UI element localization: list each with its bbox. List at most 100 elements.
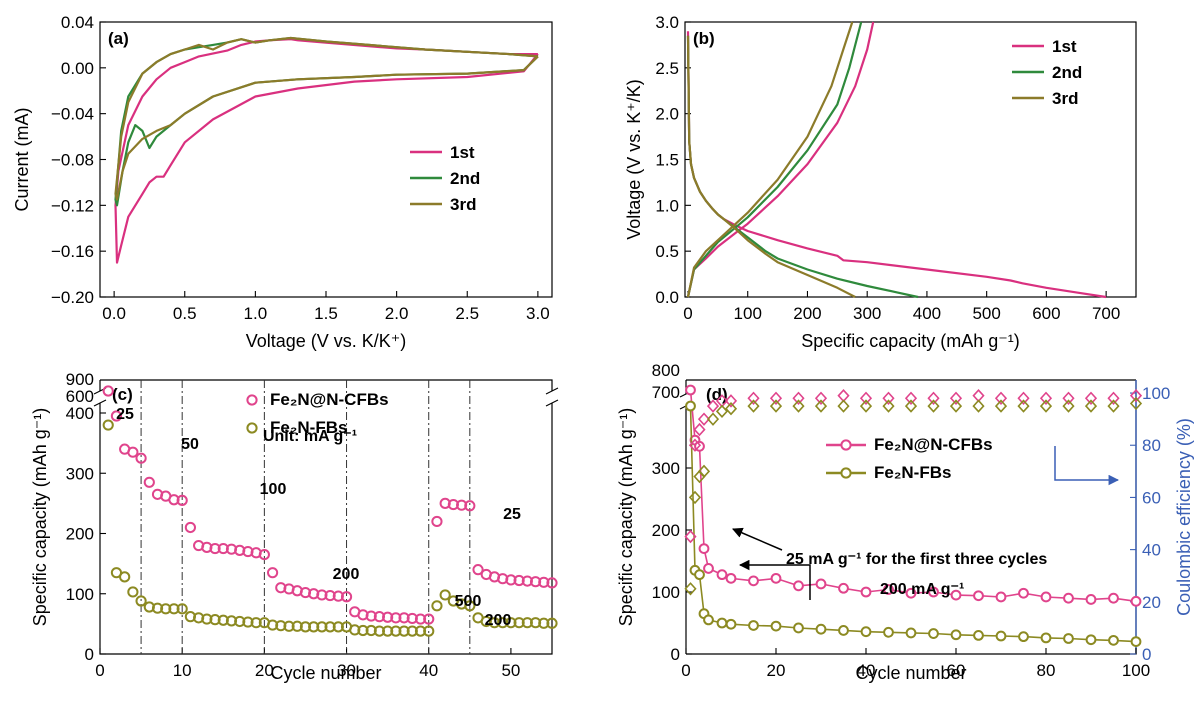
data-point bbox=[176, 603, 188, 615]
ce-point bbox=[814, 391, 828, 405]
x-axis-label: Cycle number bbox=[270, 663, 381, 683]
plot-frame bbox=[685, 379, 1137, 655]
y-tick-label: −0.20 bbox=[51, 288, 94, 307]
data-point bbox=[258, 548, 270, 561]
data-point bbox=[770, 572, 782, 584]
ce-point bbox=[697, 464, 711, 479]
axis-break bbox=[545, 399, 559, 407]
x-tick-label: 40 bbox=[419, 661, 438, 680]
ce-point bbox=[684, 582, 697, 596]
series-line bbox=[114, 38, 539, 264]
data-point bbox=[995, 630, 1007, 642]
y-tick-label: 0.04 bbox=[61, 13, 94, 32]
series-line bbox=[686, 21, 854, 298]
data-point bbox=[464, 500, 476, 512]
ce-point bbox=[769, 391, 783, 405]
legend-label: 2nd bbox=[450, 169, 480, 188]
ce-point bbox=[792, 399, 805, 413]
data-point bbox=[1018, 631, 1029, 643]
data-point bbox=[546, 617, 558, 629]
data-point bbox=[995, 591, 1007, 603]
x-tick-label: 20 bbox=[767, 661, 786, 680]
ce-point bbox=[1017, 399, 1030, 413]
series-line bbox=[686, 35, 856, 298]
x-tick-label: 300 bbox=[853, 304, 881, 323]
legend-label: Fe₂N@N-CFBs bbox=[874, 435, 993, 454]
data-point bbox=[725, 572, 737, 584]
data-point bbox=[119, 571, 131, 583]
x-tick-label: 20 bbox=[255, 661, 274, 680]
data-point bbox=[1130, 636, 1142, 647]
ce-point bbox=[927, 391, 940, 405]
x-tick-label: 10 bbox=[173, 661, 192, 680]
y2-tick-label: 0 bbox=[1142, 645, 1151, 664]
data-point bbox=[973, 590, 984, 602]
ce-point bbox=[715, 404, 729, 419]
data-point bbox=[423, 613, 435, 625]
y-tick-label: 100 bbox=[66, 585, 94, 604]
ce-point bbox=[859, 399, 873, 413]
data-point bbox=[1085, 594, 1097, 605]
ce-point bbox=[724, 402, 738, 416]
x-axis-label: Voltage (V vs. K/K⁺) bbox=[246, 331, 407, 351]
y-tick-label: 2.0 bbox=[655, 105, 679, 124]
ce-point bbox=[724, 394, 738, 408]
legend-label: Fe₂N-FBs bbox=[270, 418, 347, 437]
data-point bbox=[1063, 592, 1074, 604]
data-point bbox=[685, 400, 696, 412]
ce-point bbox=[769, 399, 783, 413]
data-point bbox=[135, 452, 147, 464]
y2-tick-label: 100 bbox=[1142, 384, 1170, 403]
series-line bbox=[689, 389, 1137, 603]
data-point bbox=[838, 625, 849, 636]
legend-marker bbox=[246, 422, 258, 434]
x-tick-label: 400 bbox=[913, 304, 941, 323]
ce-point bbox=[1129, 396, 1143, 411]
data-point bbox=[703, 614, 714, 626]
y-tick-label: 0.00 bbox=[61, 59, 94, 78]
data-point bbox=[439, 589, 451, 601]
ce-point bbox=[1129, 388, 1143, 403]
ce-point bbox=[697, 412, 711, 426]
legend-label: 2nd bbox=[1052, 63, 1082, 82]
legend-marker bbox=[246, 394, 258, 406]
panel-label: (a) bbox=[108, 29, 129, 48]
data-point bbox=[1018, 587, 1029, 599]
data-point bbox=[950, 589, 962, 601]
legend-label: Fe₂N@N-CFBs bbox=[270, 390, 389, 409]
x-tick-label: 2.5 bbox=[455, 304, 479, 323]
data-point bbox=[860, 586, 872, 598]
annotation-text: 200 mA g⁻¹ bbox=[880, 581, 964, 598]
data-point bbox=[703, 563, 714, 574]
rate-label: 25 bbox=[503, 506, 521, 523]
ce-point bbox=[1062, 391, 1075, 405]
y-axis-label: Current (mA) bbox=[12, 107, 32, 211]
x-axis-label: Cycle number bbox=[855, 663, 966, 683]
series-line bbox=[686, 35, 919, 299]
data-point bbox=[431, 515, 443, 528]
panel-label: (b) bbox=[693, 29, 715, 48]
axis-break bbox=[545, 387, 559, 395]
legend-label: 3rd bbox=[450, 195, 476, 214]
legend-label: 1st bbox=[450, 143, 475, 162]
x-tick-label: 1.0 bbox=[244, 304, 268, 323]
y2-tick-label: 40 bbox=[1142, 541, 1161, 560]
data-point bbox=[716, 617, 728, 629]
rate-label: 200 bbox=[333, 566, 360, 583]
data-point bbox=[793, 622, 804, 634]
x-tick-label: 0.0 bbox=[102, 304, 126, 323]
ce-point bbox=[1039, 391, 1053, 405]
annotation-arrow bbox=[732, 527, 783, 551]
ce-point bbox=[814, 399, 828, 413]
y2-tick-label: 60 bbox=[1142, 488, 1161, 507]
ce-point bbox=[972, 399, 985, 413]
data-point bbox=[102, 419, 114, 431]
data-point bbox=[928, 586, 939, 598]
x-tick-label: 50 bbox=[501, 661, 520, 680]
data-point bbox=[472, 564, 484, 576]
ce-point bbox=[1062, 399, 1075, 413]
x-tick-label: 80 bbox=[1037, 661, 1056, 680]
panel-label: (d) bbox=[706, 385, 728, 404]
